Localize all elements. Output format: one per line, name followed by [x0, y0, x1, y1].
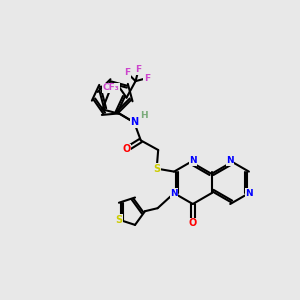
Text: N: N	[170, 189, 178, 198]
Text: CF₃: CF₃	[102, 83, 119, 92]
Text: N: N	[226, 156, 234, 165]
Text: F: F	[136, 65, 142, 74]
Text: O: O	[189, 218, 197, 228]
Text: O: O	[122, 144, 130, 154]
Text: H: H	[140, 111, 148, 120]
Text: S: S	[153, 164, 160, 174]
Text: N: N	[130, 117, 138, 128]
Text: F: F	[144, 74, 150, 82]
Text: F: F	[124, 68, 130, 77]
Text: N: N	[245, 189, 253, 198]
Text: S: S	[116, 215, 122, 225]
Text: N: N	[189, 156, 196, 165]
